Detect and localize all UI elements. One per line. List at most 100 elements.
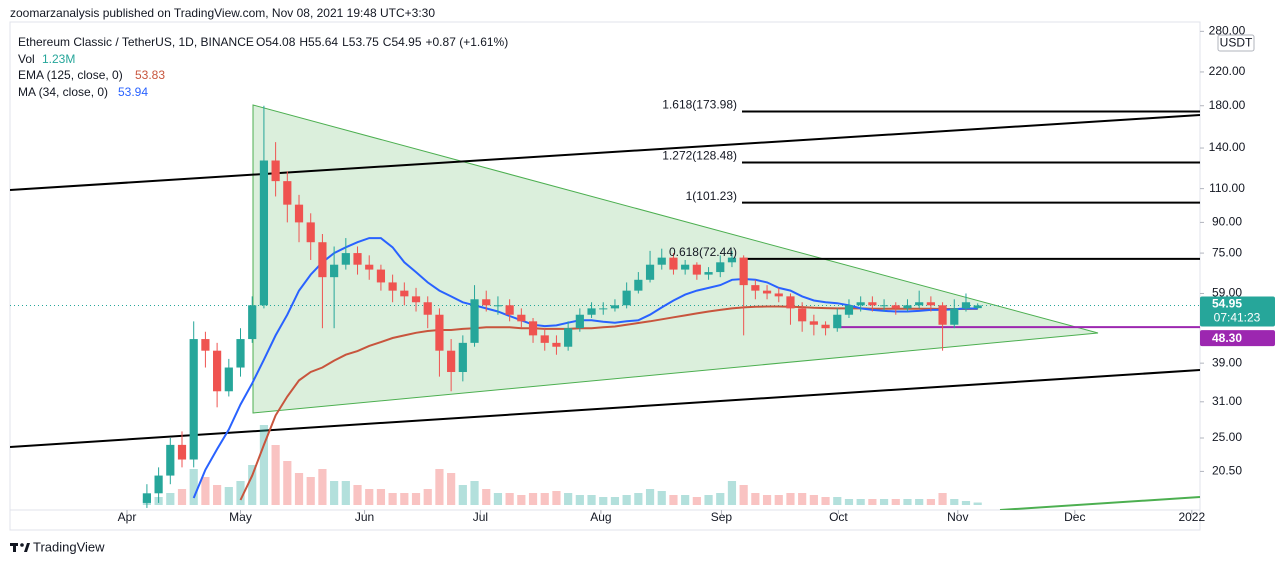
x-tick-label: Apr xyxy=(118,510,137,524)
volume-bar xyxy=(259,425,269,505)
volume-bar xyxy=(681,495,690,505)
currency[interactable]: USDT xyxy=(1220,36,1253,50)
volume-bar xyxy=(961,501,971,505)
ohlc-value: 55.64 xyxy=(308,35,338,49)
legend-value: 53.83 xyxy=(135,68,165,82)
volume-bar xyxy=(423,489,432,505)
ohlc-change: +0.87 (+1.61%) xyxy=(426,35,509,49)
candle-body xyxy=(189,339,198,460)
volume-bar xyxy=(599,497,608,505)
candle-body xyxy=(540,335,549,343)
volume-bar xyxy=(248,465,257,505)
candle-body xyxy=(587,308,596,315)
candle-body xyxy=(458,342,467,373)
candle-body xyxy=(599,308,608,310)
volume-bar xyxy=(610,497,620,505)
y-tick-label: 59.00 xyxy=(1212,286,1242,300)
candle-body xyxy=(622,290,631,306)
volume-bar xyxy=(505,493,514,505)
volume-bar xyxy=(774,495,783,505)
candle-body xyxy=(341,253,350,265)
volume-bar xyxy=(482,489,491,505)
candle-body xyxy=(915,302,924,306)
candle-body xyxy=(248,305,257,340)
candle-body xyxy=(365,264,374,270)
candle-body xyxy=(201,339,210,351)
volume-bar xyxy=(517,495,526,505)
volume-bar xyxy=(564,493,573,505)
candle-body xyxy=(844,305,854,315)
candle-body xyxy=(809,321,818,325)
volume-bar xyxy=(330,481,339,505)
volume-bar xyxy=(283,461,292,505)
volume-bar xyxy=(786,493,795,505)
candle-body xyxy=(575,314,584,329)
candle-body xyxy=(423,302,432,315)
volume-bar xyxy=(938,493,947,505)
candle-body xyxy=(926,302,935,306)
candle-body xyxy=(435,314,444,351)
volume-bar xyxy=(177,489,187,505)
candle-body xyxy=(610,305,620,309)
candle-body xyxy=(411,296,421,303)
legend-name: EMA (125, close, 0) xyxy=(18,68,123,82)
volume-bar xyxy=(798,493,807,505)
chart-title: Ethereum Classic / TetherUS, 1D, BINANCE xyxy=(18,35,254,49)
candle-body xyxy=(868,302,877,306)
candle-body xyxy=(447,350,456,373)
candle-body xyxy=(786,296,795,309)
volume-bar xyxy=(739,485,748,505)
countdown-label: 07:41:23 xyxy=(1214,311,1261,325)
candle-body xyxy=(376,269,386,283)
volume-bar xyxy=(704,495,713,505)
legend-value: 53.94 xyxy=(118,85,148,99)
candle-body xyxy=(400,290,409,297)
volume-bar xyxy=(528,493,538,505)
candle-body xyxy=(552,342,561,347)
y-tick-label: 20.50 xyxy=(1212,464,1242,478)
candle-body xyxy=(669,257,678,270)
publisher: zoomarzanalysis published on TradingView… xyxy=(10,6,435,20)
ohlc-legend: O 54.08 H 55.64 L 53.75 C 54.95 +0.87 (+1.61%) xyxy=(256,35,508,49)
candle-body xyxy=(177,444,187,460)
volume-bar xyxy=(833,497,842,505)
candle-body xyxy=(879,305,889,307)
candle-body xyxy=(903,305,912,309)
y-tick-label: 140.00 xyxy=(1209,140,1246,154)
candle-body xyxy=(493,305,503,307)
ohlc-value: 54.08 xyxy=(265,35,295,49)
footer-logo xyxy=(10,543,30,552)
volume-bar xyxy=(224,487,233,505)
level-price-label: 48.30 xyxy=(1212,331,1242,345)
volume-bar xyxy=(458,485,467,505)
x-tick-label: Sep xyxy=(711,510,733,524)
currency-box[interactable] xyxy=(1217,34,1255,52)
candle-body xyxy=(224,367,233,392)
candle-body xyxy=(774,293,783,297)
upper-trendline xyxy=(10,114,1200,191)
candle-body xyxy=(973,305,982,309)
volume-bar xyxy=(926,499,935,505)
volume-bar xyxy=(447,473,456,505)
x-tick-label: Jul xyxy=(473,510,488,524)
ohlc-key: O xyxy=(256,35,265,49)
candle-body xyxy=(645,264,655,280)
candle-body xyxy=(505,305,514,315)
candle-body xyxy=(938,305,947,325)
candle-body xyxy=(856,302,865,306)
volume-name: Vol xyxy=(18,52,35,66)
volume-bar xyxy=(634,493,643,505)
volume-bar xyxy=(762,495,772,505)
volume-bar xyxy=(891,499,900,505)
plot xyxy=(10,105,1200,508)
volume-bar xyxy=(318,469,327,505)
plot-frame xyxy=(9,21,1201,531)
y-tick-label: 39.00 xyxy=(1212,355,1242,369)
volume-bar xyxy=(657,491,666,505)
candle-body xyxy=(821,324,830,329)
volume-bar xyxy=(809,495,818,505)
candle-body xyxy=(517,314,526,322)
ohlc-key: H xyxy=(299,35,308,49)
volume-bar xyxy=(411,493,421,505)
